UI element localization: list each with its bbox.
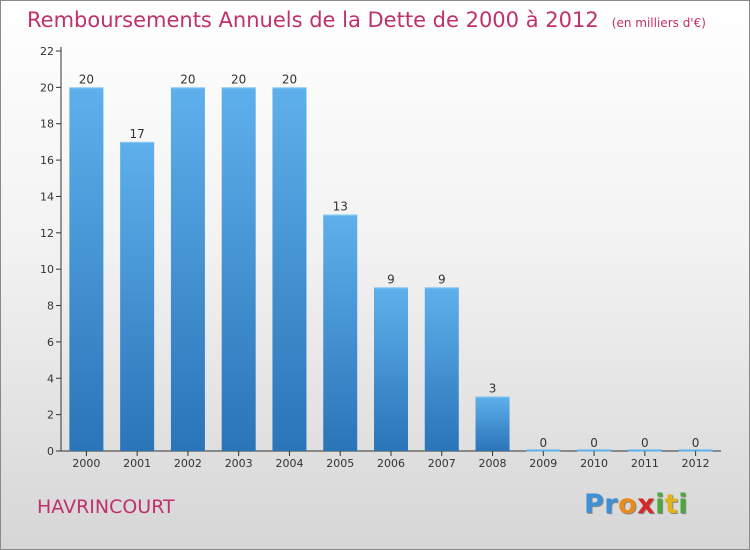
bar [120,141,155,451]
y-tick-label: 16 [40,154,54,167]
bar [475,396,510,451]
bar-value-label: 9 [438,272,446,286]
bar [374,287,408,451]
y-tick-label: 20 [40,81,54,94]
bar [221,87,256,451]
x-tick-label: 2009 [529,457,557,470]
y-tick-label: 12 [40,227,54,240]
commune-name: HAVRINCOURT [37,496,175,518]
y-tick-label: 14 [40,190,54,203]
y-tick-label: 8 [47,300,54,313]
x-tick-label: 2002 [174,457,202,470]
bar [323,214,358,451]
logo-letter: o [618,489,638,520]
bar-value-label: 20 [231,72,246,86]
bar-value-label: 20 [180,72,195,86]
chart-subtitle: (en milliers d'€) [611,16,706,30]
bar-value-label: 13 [333,200,348,214]
bar-value-label: 3 [489,381,497,395]
x-tick-label: 2004 [275,457,303,470]
logo-letter: P [584,489,605,520]
logo-letter: i [678,489,689,520]
y-tick-label: 22 [40,45,54,58]
chart-title-row: Remboursements Annuels de la Dette de 20… [27,8,706,32]
logo-letter: i [655,489,665,520]
x-tick-label: 2010 [580,457,608,470]
y-tick-label: 2 [47,409,54,422]
chart-title: Remboursements Annuels de la Dette de 20… [27,8,599,32]
x-tick-label: 2012 [682,457,710,470]
bar-value-label: 0 [641,436,649,450]
y-tick-label: 4 [47,372,54,385]
logo-letter: t [664,489,679,520]
y-tick-label: 18 [40,118,54,131]
y-tick-label: 0 [47,445,54,458]
bar-value-label: 0 [539,436,547,450]
logo-letter: x [637,489,656,520]
logo-letter: r [604,489,619,520]
bar-value-label: 20 [79,72,94,86]
x-tick-label: 2003 [225,457,253,470]
y-tick-label: 10 [40,263,54,276]
bar [170,87,205,451]
bar-value-label: 20 [282,72,297,86]
bar [424,287,459,451]
x-tick-label: 2011 [631,457,659,470]
bar-value-label: 0 [590,436,598,450]
x-tick-label: 2008 [479,457,507,470]
bar [272,87,307,451]
y-tick-label: 6 [47,336,54,349]
bar-value-label: 9 [387,272,395,286]
bar-value-label: 17 [130,127,145,141]
x-tick-label: 2006 [377,457,405,470]
x-tick-label: 2007 [428,457,456,470]
x-tick-label: 2005 [326,457,354,470]
x-tick-label: 2001 [123,457,151,470]
bar-value-label: 0 [692,436,700,450]
bar [69,87,104,451]
x-tick-label: 2000 [72,457,100,470]
proxiti-logo: Proxiti [584,489,688,520]
